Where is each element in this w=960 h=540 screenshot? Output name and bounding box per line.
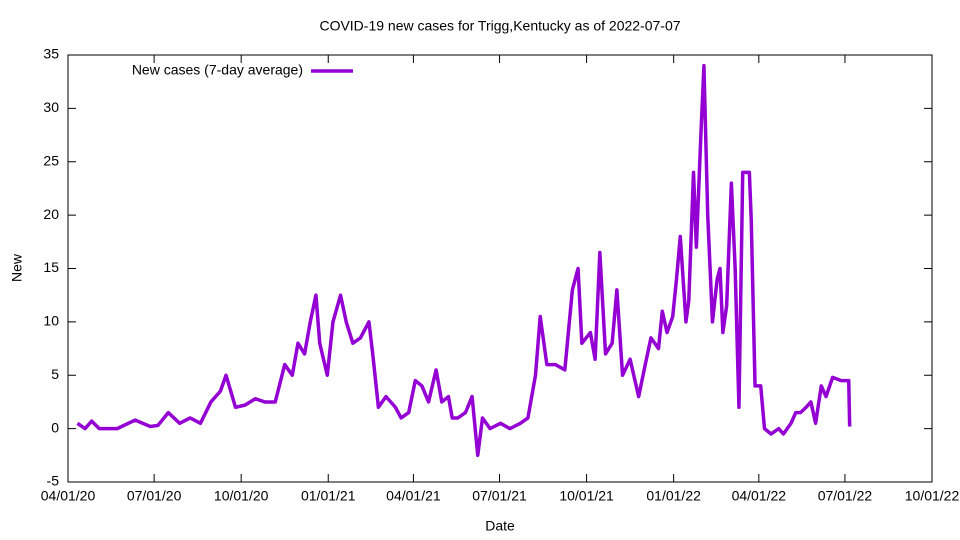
- x-tick-label: 04/01/21: [386, 488, 441, 504]
- x-tick-label: 01/01/21: [301, 488, 356, 504]
- y-tick-label: 35: [43, 46, 59, 62]
- y-tick-label: 20: [43, 206, 59, 222]
- legend-label: New cases (7-day average): [132, 62, 303, 78]
- x-tick-label: 01/01/22: [646, 488, 701, 504]
- chart-title: COVID-19 new cases for Trigg,Kentucky as…: [319, 18, 680, 34]
- x-axis-label: Date: [485, 518, 515, 534]
- data-line: [76, 63, 852, 458]
- x-tick-label: 04/01/20: [41, 488, 96, 504]
- y-tick-label: 25: [43, 152, 59, 168]
- x-tick-label: 10/01/22: [905, 488, 960, 504]
- y-tick-label: 5: [51, 366, 59, 382]
- y-tick-label: 30: [43, 99, 59, 115]
- plot-frame: [67, 54, 933, 483]
- x-tick-label: 07/01/20: [127, 488, 182, 504]
- x-tick-label: 04/01/22: [732, 488, 787, 504]
- x-tick-label: 10/01/21: [559, 488, 614, 504]
- x-tick-label: 07/01/22: [818, 488, 873, 504]
- x-tick-label: 07/01/21: [472, 488, 527, 504]
- y-tick-label: 0: [51, 419, 59, 435]
- y-tick-label: -5: [47, 473, 60, 489]
- y-tick-label: 10: [43, 313, 59, 329]
- y-tick-label: 15: [43, 259, 59, 275]
- y-axis-label: New: [9, 253, 25, 282]
- x-tick-label: 10/01/20: [214, 488, 269, 504]
